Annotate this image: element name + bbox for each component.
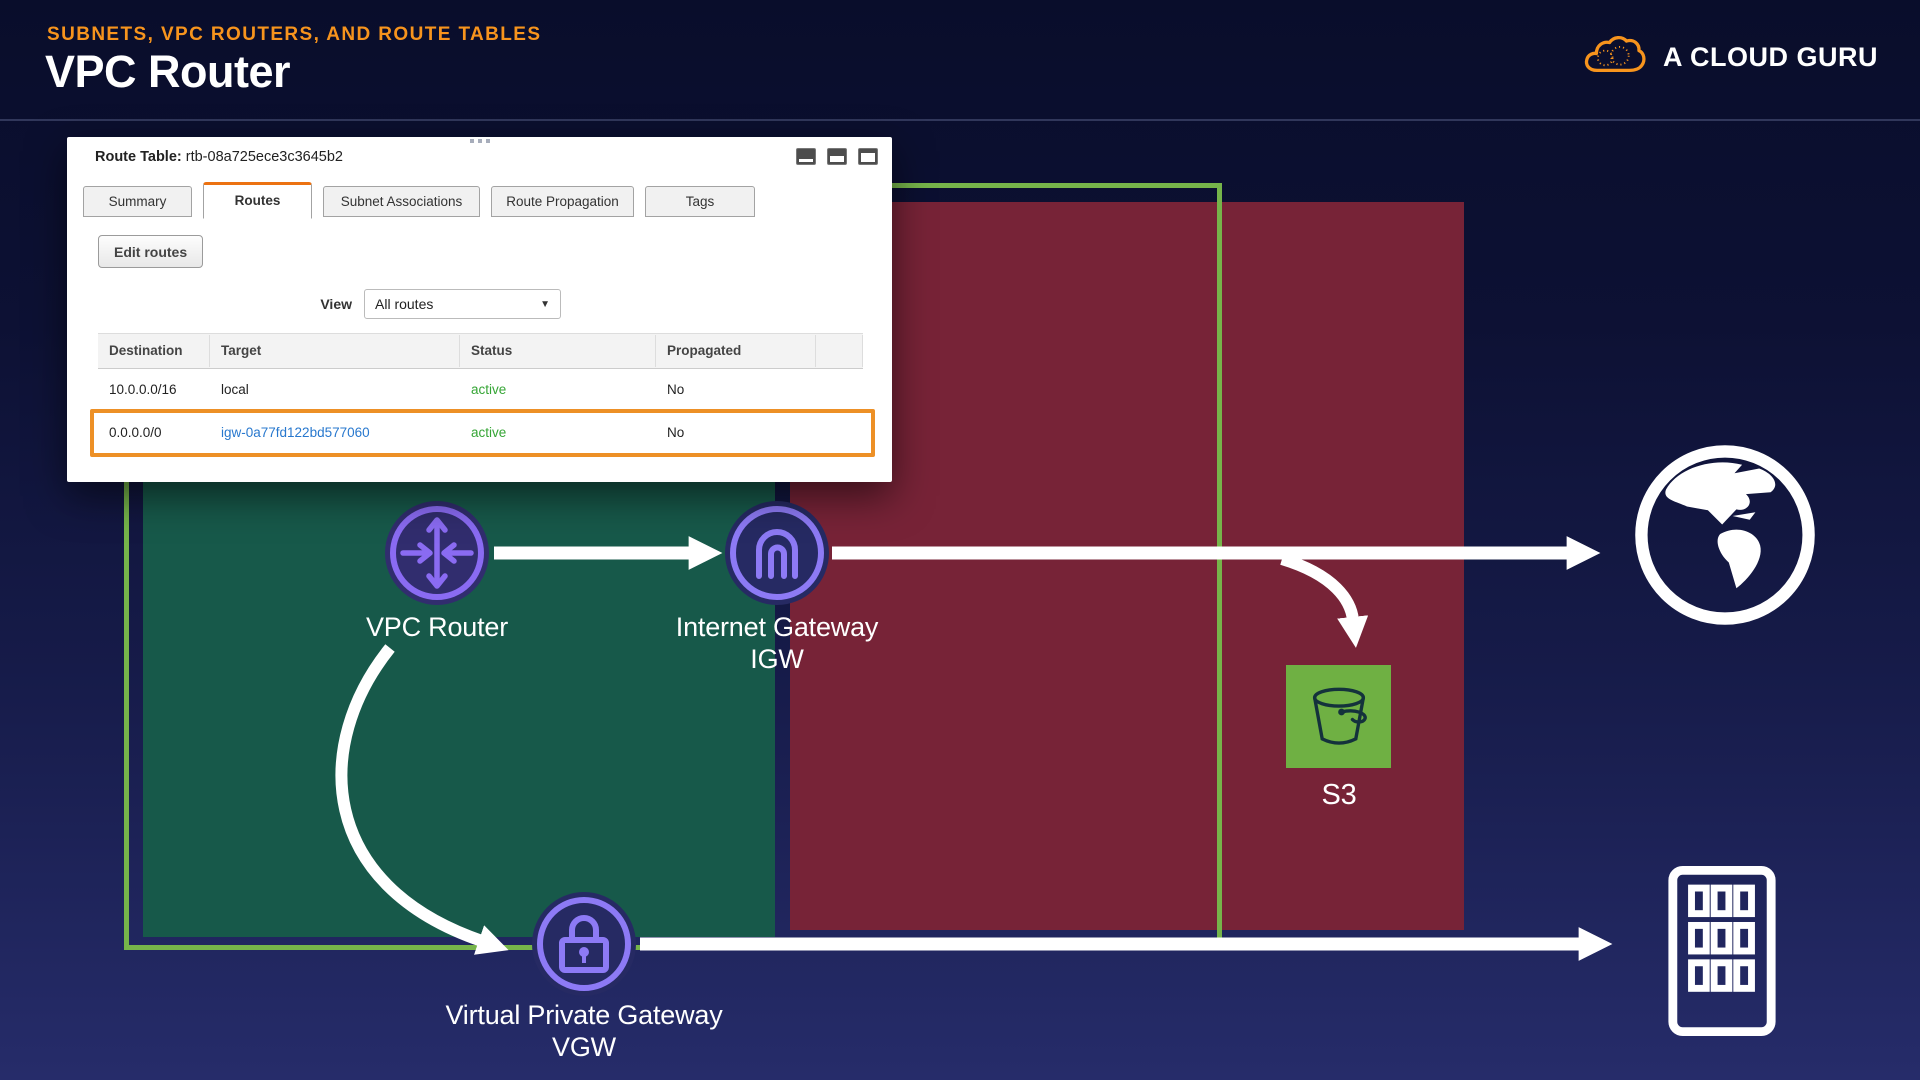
vpc-router-node [385, 501, 489, 610]
tab-bar: Summary Routes Subnet Associations Route… [83, 182, 755, 219]
igw-label-line2: IGW [750, 643, 804, 674]
internet-gateway-node [725, 501, 829, 610]
drag-handle-icon [469, 139, 490, 143]
view-select[interactable]: All routes ▼ [364, 289, 561, 319]
igw-target-link[interactable]: igw-0a77fd122bd577060 [221, 424, 370, 440]
tab-summary[interactable]: Summary [83, 186, 192, 217]
page-title: VPC Router [45, 46, 291, 97]
vpc-router-label: VPC Router [365, 612, 509, 642]
col-propagated: Propagated [656, 335, 816, 367]
arrow-branch-to-s3 [1280, 553, 1369, 648]
route-table-window: Route Table: rtb-08a725ece3c3645b2 Summa… [67, 137, 892, 482]
view-label: View [320, 296, 352, 312]
virtual-private-gateway-node [532, 892, 636, 1001]
cell-propagated: No [667, 381, 685, 397]
pane-view-small-icon[interactable] [796, 148, 816, 165]
pane-view-full-icon[interactable] [858, 148, 878, 165]
col-spacer [816, 335, 863, 367]
cloud-logo-icon [1581, 30, 1647, 85]
igw-label-line1: Internet Gateway [675, 612, 879, 642]
s3-node [1286, 665, 1391, 768]
table-row[interactable]: 0.0.0.0/0 igw-0a77fd122bd577060 active N… [90, 409, 875, 457]
col-destination: Destination [98, 335, 210, 367]
window-title-value: rtb-08a725ece3c3645b2 [185, 149, 343, 165]
tab-subnet-associations[interactable]: Subnet Associations [323, 186, 480, 217]
routes-table: Destination Target Status Propagated 10.… [90, 333, 875, 457]
lesson-eyebrow: SUBNETS, VPC ROUTERS, AND ROUTE TABLES [47, 24, 542, 45]
cell-target: local [221, 381, 249, 397]
corporate-datacenter-node [1663, 862, 1781, 1045]
public-subnet-rect [790, 202, 1464, 930]
view-select-value: All routes [375, 296, 434, 312]
cell-status: active [471, 381, 507, 397]
tab-route-propagation[interactable]: Route Propagation [491, 186, 634, 217]
tab-tags[interactable]: Tags [645, 186, 755, 217]
arrow-router-to-vgw [335, 644, 509, 955]
s3-label: S3 [1321, 779, 1357, 811]
cell-status: active [471, 424, 507, 440]
col-target: Target [210, 335, 460, 367]
window-title: Route Table: rtb-08a725ece3c3645b2 [95, 149, 343, 165]
cell-propagated: No [667, 424, 685, 440]
header-divider [0, 119, 1920, 121]
vgw-label-line1: Virtual Private Gateway [445, 1000, 723, 1030]
internet-node [1630, 440, 1820, 635]
pane-view-half-icon[interactable] [827, 148, 847, 165]
window-title-label: Route Table: [95, 149, 182, 165]
cell-destination: 0.0.0.0/0 [109, 424, 162, 440]
edit-routes-button[interactable]: Edit routes [98, 235, 204, 268]
routes-table-header: Destination Target Status Propagated [98, 333, 863, 369]
globe-icon [1635, 445, 1815, 625]
logo-text: A CLOUD GURU [1663, 42, 1878, 72]
tab-routes[interactable]: Routes [203, 182, 312, 219]
acg-logo: A CLOUD GURU [1581, 30, 1878, 85]
internet-gateway-arch-icon [725, 501, 829, 605]
corporate-building-icon [1668, 865, 1776, 1037]
s3-bucket-icon [1312, 687, 1367, 745]
col-status: Status [460, 335, 656, 367]
table-row[interactable]: 10.0.0.0/16 local active No [98, 369, 863, 409]
cell-destination: 10.0.0.0/16 [109, 381, 177, 397]
chevron-down-icon: ▼ [540, 298, 550, 310]
internet-gateway-label: Internet Gateway IGW [627, 612, 927, 676]
vpn-lock-icon [532, 892, 636, 996]
router-icon [385, 501, 489, 605]
vgw-label-line2: VGW [552, 1031, 616, 1062]
virtual-private-gateway-label: Virtual Private Gateway VGW [434, 1000, 734, 1064]
